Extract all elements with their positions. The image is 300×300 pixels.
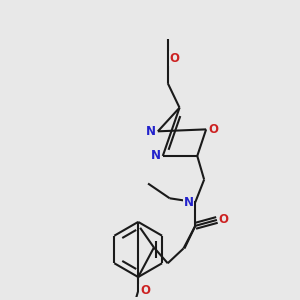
Text: O: O [169, 52, 180, 65]
Text: O: O [208, 123, 218, 136]
Text: N: N [146, 125, 156, 138]
Text: N: N [183, 196, 194, 209]
Text: N: N [151, 149, 161, 163]
Text: O: O [219, 213, 229, 226]
Text: O: O [140, 284, 150, 297]
